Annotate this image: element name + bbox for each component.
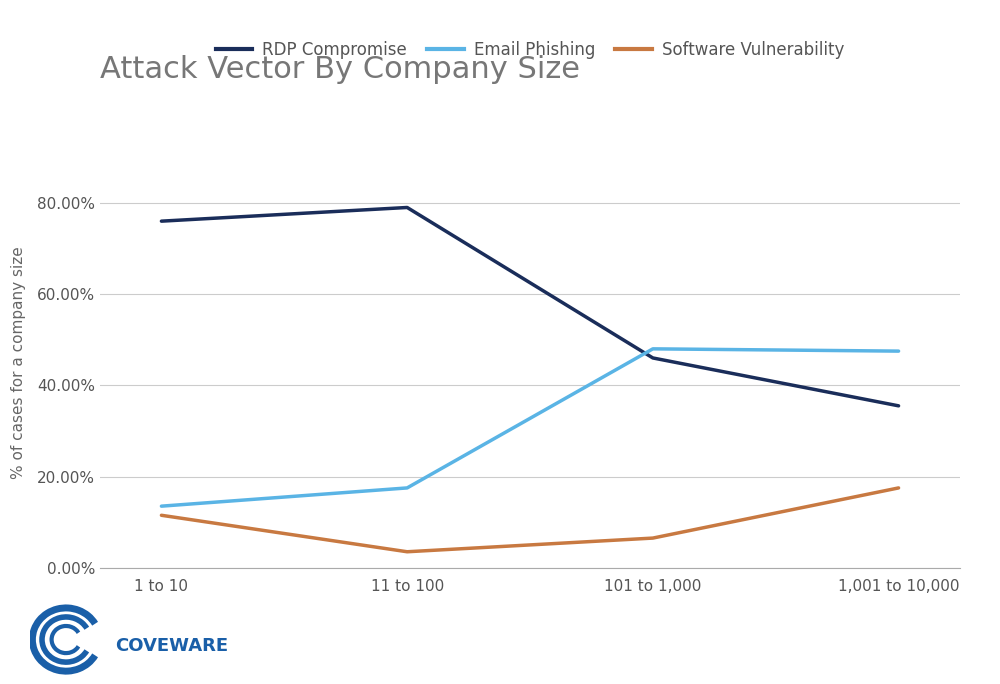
Y-axis label: % of cases for a company size: % of cases for a company size	[11, 246, 26, 479]
Legend: RDP Compromise, Email Phishing, Software Vulnerability: RDP Compromise, Email Phishing, Software…	[209, 34, 851, 66]
Text: Attack Vector By Company Size: Attack Vector By Company Size	[100, 55, 580, 83]
Text: COVEWARE: COVEWARE	[115, 637, 228, 655]
